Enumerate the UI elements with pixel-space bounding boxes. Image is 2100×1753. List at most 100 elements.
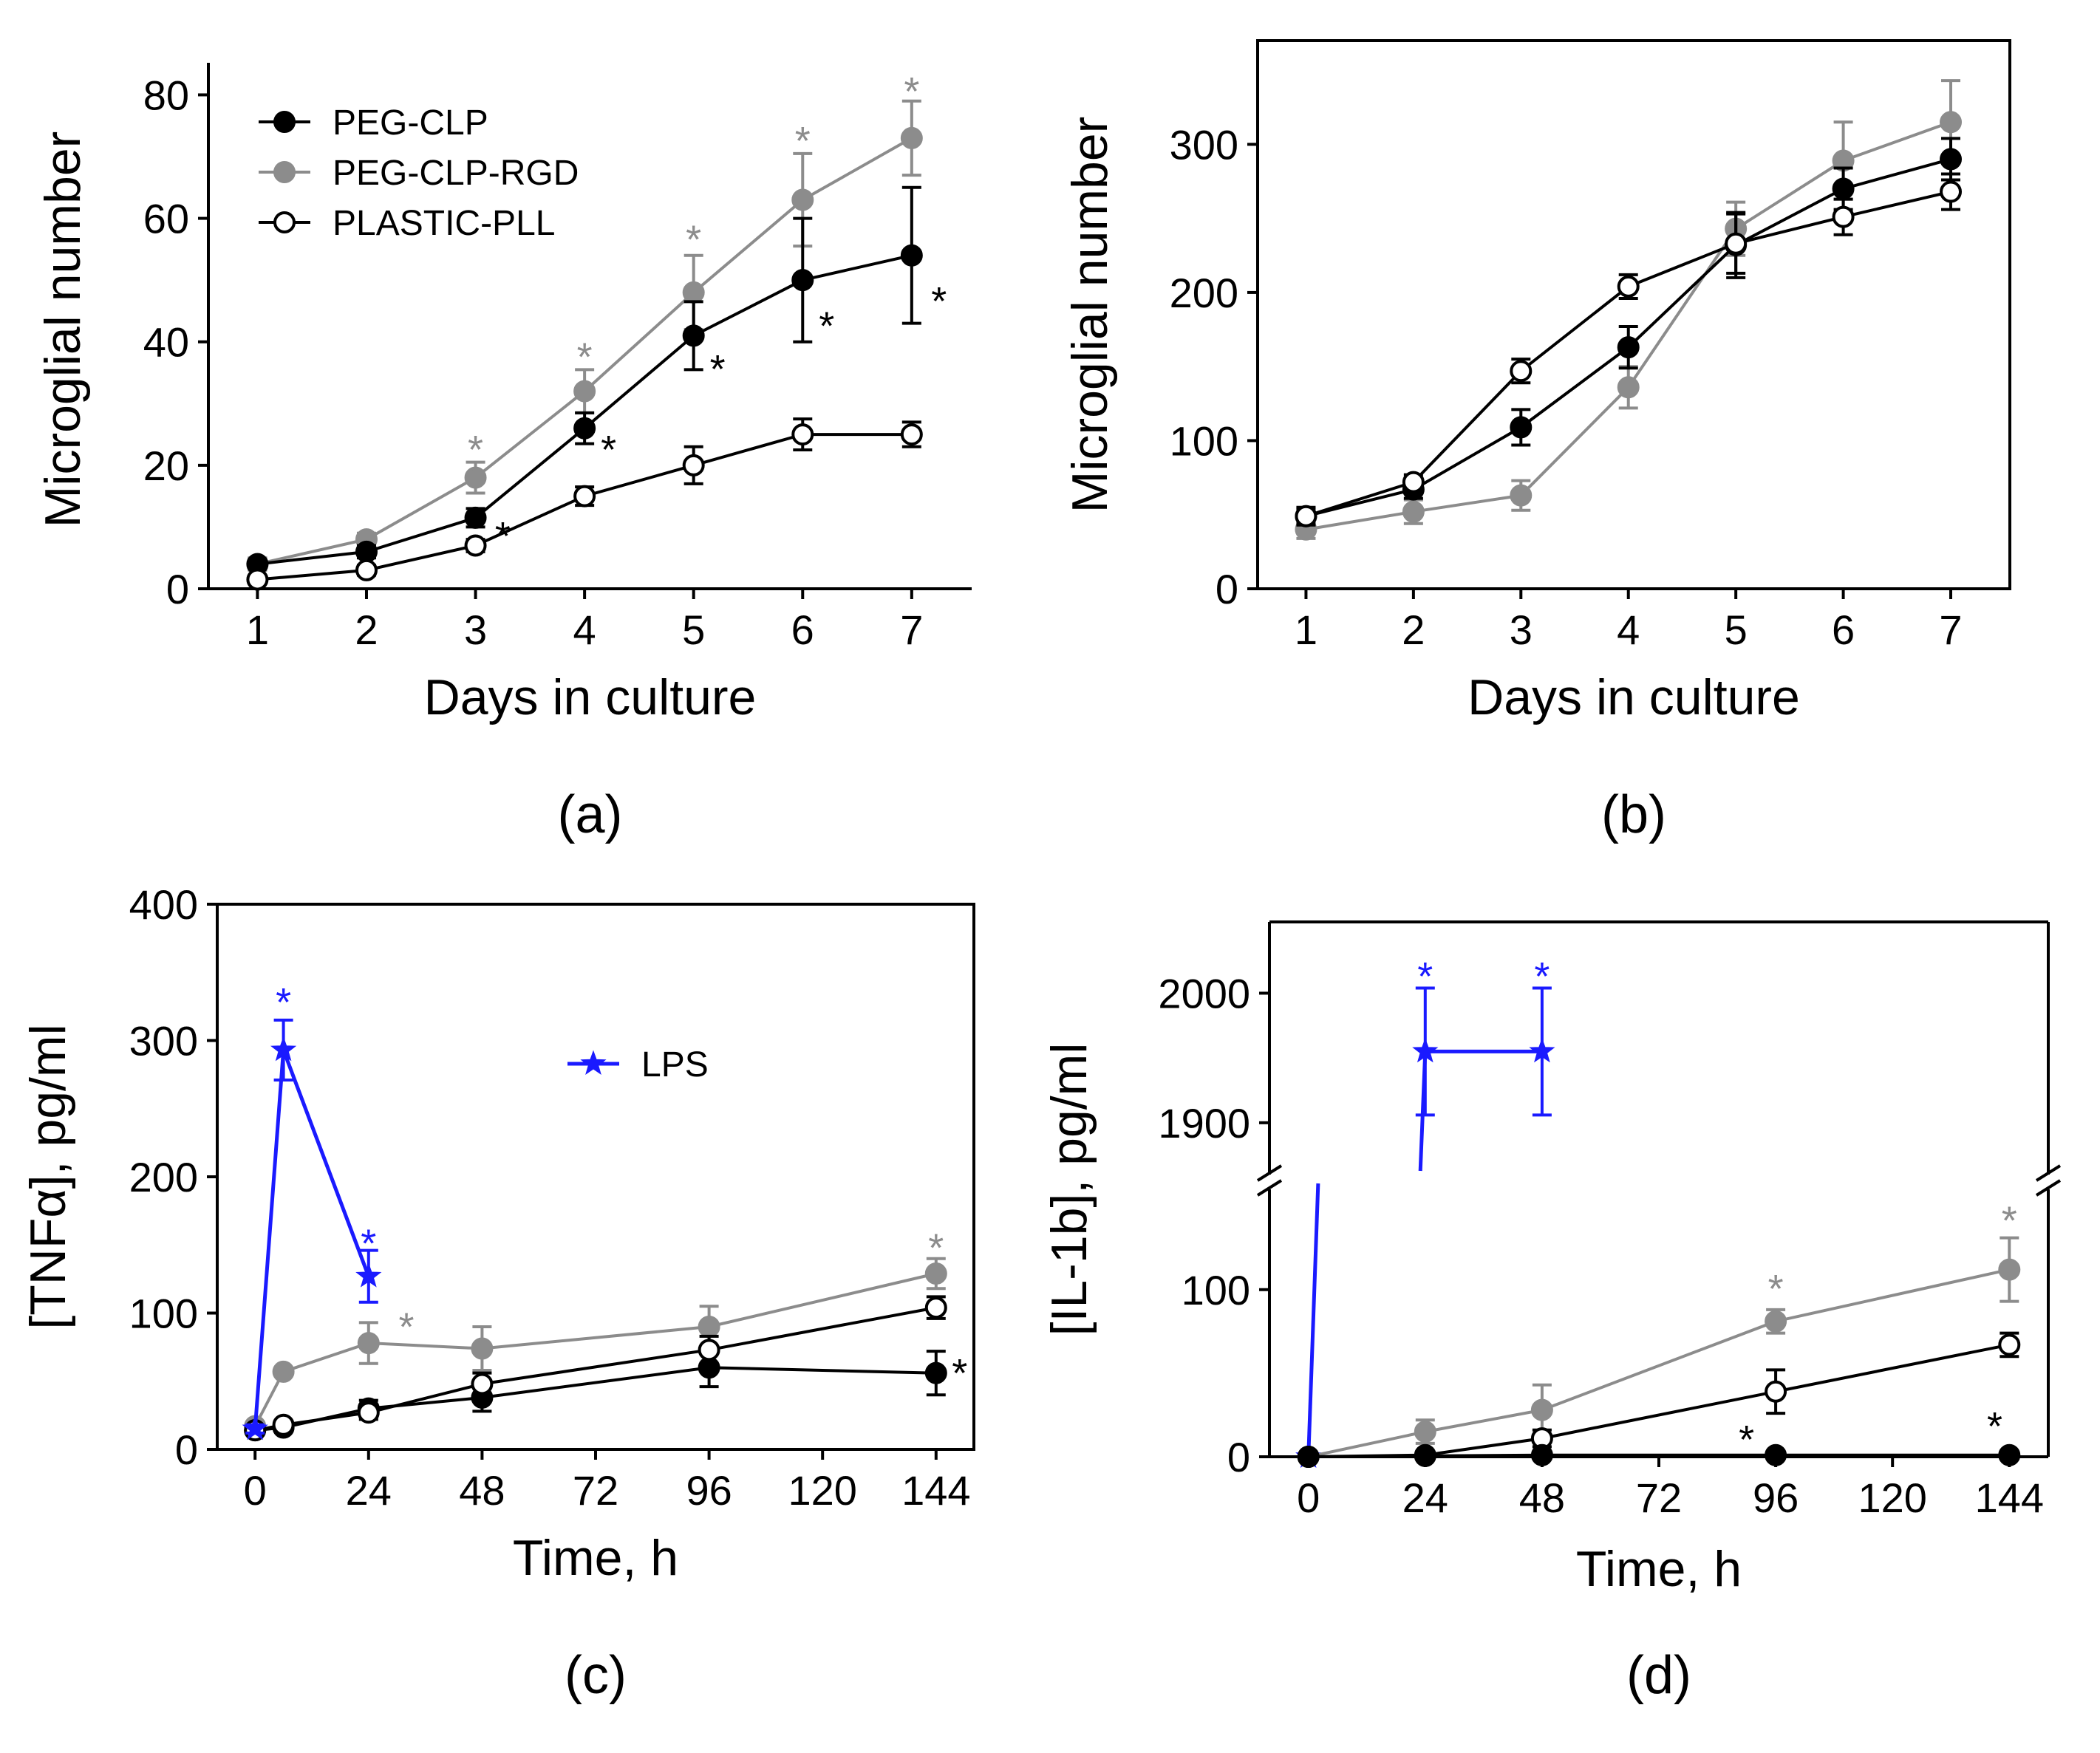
significance-star: *: [1987, 1404, 2002, 1449]
series-plastic-pll: [246, 417, 923, 591]
data-point: [682, 454, 705, 476]
x-tick-label: 7: [1939, 606, 1962, 653]
data-point: [464, 466, 487, 489]
data-point: [471, 1337, 494, 1360]
y-tick-label: 0: [1216, 566, 1238, 612]
axis-break-mark: [1256, 1164, 1283, 1182]
data-point: [1832, 205, 1855, 228]
significance-star: *: [495, 514, 511, 558]
y-tick-label: 1900: [1158, 1100, 1250, 1147]
data-point: [1414, 1444, 1436, 1467]
y-tick-label: 40: [143, 319, 189, 366]
x-axis-title: Time, h: [1576, 1541, 1742, 1597]
data-point: [242, 1415, 268, 1441]
x-tick-label: 96: [686, 1467, 732, 1514]
data-point: [1617, 275, 1640, 298]
x-tick-label: 120: [788, 1467, 856, 1514]
x-tick-label: 24: [1402, 1474, 1448, 1521]
legend-label: PEG-CLP: [333, 103, 488, 143]
series-line: [1308, 1268, 2010, 1458]
x-tick-label: 24: [346, 1467, 392, 1514]
data-point: [924, 1361, 947, 1384]
data-point: [357, 1332, 380, 1355]
data-point: [357, 1401, 380, 1424]
data-point: [1529, 1037, 1555, 1063]
x-tick-label: 4: [573, 606, 596, 653]
x-axis-title: Days in culture: [424, 669, 757, 725]
data-point: [1998, 1443, 2021, 1466]
significance-star: *: [2002, 1198, 2017, 1243]
significance-star: *: [1739, 1418, 1754, 1462]
panel-label: (d): [1626, 1646, 1691, 1705]
significance-star: *: [1417, 954, 1433, 999]
y-tick-label: 2000: [1158, 970, 1250, 1016]
axis-break-mark: [2035, 1164, 2062, 1182]
x-tick-label: 2: [1402, 606, 1425, 653]
significance-star: *: [1534, 954, 1550, 999]
series-line: [253, 1049, 371, 1429]
significance-star: *: [468, 428, 483, 472]
series-peg-clp: [1295, 137, 1963, 527]
x-tick-label: 4: [1617, 606, 1640, 653]
y-tick-label: 300: [129, 1018, 198, 1065]
data-point: [1510, 360, 1533, 383]
data-point: [1617, 376, 1640, 399]
data-point: [272, 1413, 295, 1436]
series-lps: **: [1412, 954, 1555, 1117]
significance-star: *: [361, 1222, 376, 1266]
significance-star: *: [601, 428, 616, 472]
y-tick-label: 200: [129, 1154, 198, 1200]
y-tick-label: 100: [129, 1291, 198, 1337]
data-point: [1297, 1446, 1320, 1468]
data-point: [355, 1262, 382, 1288]
significance-star: *: [1768, 1267, 1784, 1311]
series-peg-clp-rgd: **: [244, 1226, 947, 1438]
y-tick-label: 400: [129, 881, 198, 928]
x-tick-label: 48: [459, 1467, 505, 1514]
y-tick-label: 300: [1170, 121, 1238, 168]
data-point: [1402, 500, 1425, 523]
x-tick-label: 120: [1858, 1474, 1926, 1521]
series-peg-clp: *: [244, 1347, 967, 1442]
series-peg-clp: * * * * *: [246, 185, 947, 575]
panel-b: 1 2 3 4 5 6 7 0 100 200 300 Days in culture Microgli…: [1062, 39, 2011, 844]
panel-a: 1 2 3 4 5 6 7 0 20 40 60 80 Days in culture Microglia…: [35, 63, 972, 844]
significance-star: *: [577, 335, 593, 379]
x-tick-label: 5: [682, 606, 705, 653]
x-axis-title: Days in culture: [1467, 669, 1800, 725]
panel-label: (a): [558, 785, 623, 844]
legend-marker: [273, 111, 296, 133]
data-point: [573, 417, 596, 440]
data-point: [1998, 1333, 2021, 1356]
x-tick-label: 3: [1510, 606, 1533, 653]
legend-marker: [273, 161, 296, 183]
y-axis-title: Microglial number: [1062, 117, 1118, 513]
significance-star: *: [952, 1351, 967, 1395]
legend-label: PEG-CLP-RGD: [333, 154, 579, 193]
data-point: [1530, 1398, 1553, 1421]
data-point: [1940, 180, 1963, 203]
y-tick-label: 200: [1170, 270, 1238, 316]
data-point: [573, 485, 596, 508]
data-point: [1414, 1421, 1436, 1443]
data-point: [698, 1315, 720, 1338]
data-point: [1940, 148, 1963, 171]
series-line: [1308, 1453, 2010, 1458]
data-point: [1832, 177, 1855, 200]
x-tick-label: 48: [1519, 1474, 1565, 1521]
significance-star: *: [931, 279, 947, 324]
data-point: [924, 1296, 947, 1319]
data-point: [1510, 416, 1533, 439]
data-point: [1940, 111, 1963, 134]
significance-star: *: [398, 1305, 414, 1349]
significance-star: *: [276, 980, 291, 1025]
data-point: [355, 540, 378, 563]
x-tick-label: 72: [573, 1467, 618, 1514]
legend-marker: [273, 211, 296, 233]
data-point: [1765, 1380, 1787, 1403]
data-point: [791, 269, 814, 292]
series-peg-clp-rgd: **: [1297, 1198, 2021, 1468]
data-point: [698, 1339, 720, 1361]
data-point: [1998, 1258, 2021, 1281]
